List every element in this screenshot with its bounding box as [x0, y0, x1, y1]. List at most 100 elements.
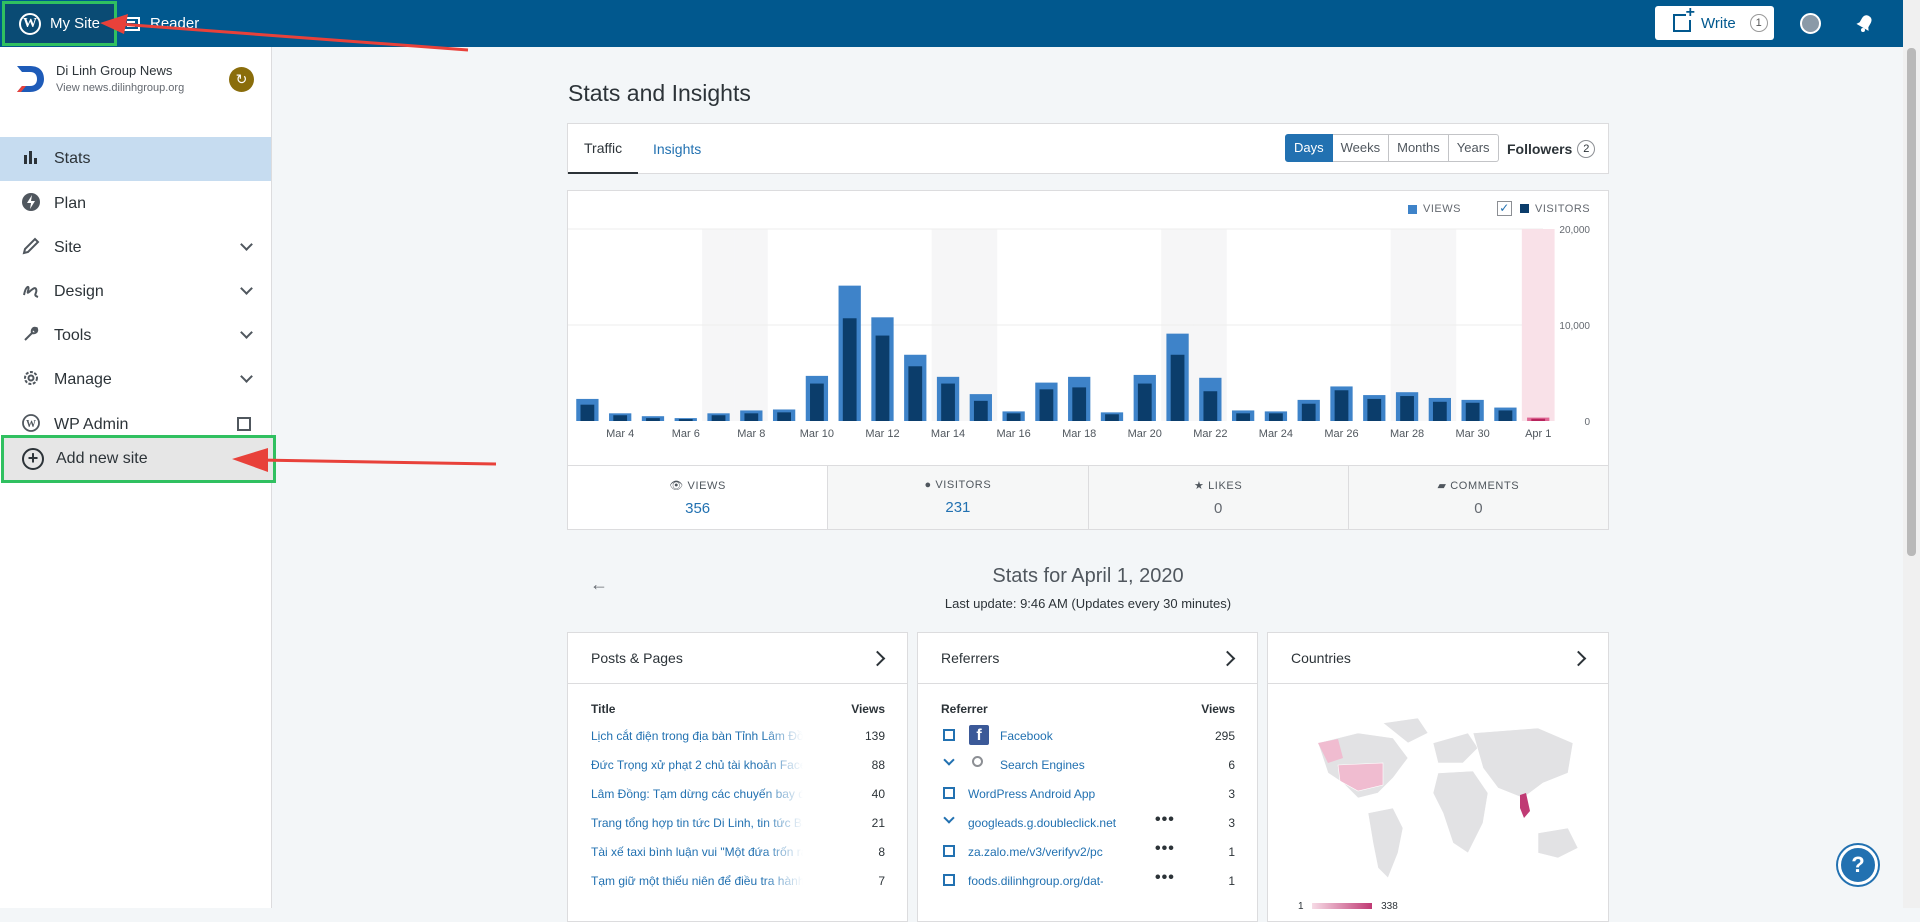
- post-title-link[interactable]: Lâm Đồng: Tạm dừng các chuyến bay đi: [591, 787, 803, 801]
- list-item: Trang tổng hợp tin tức Di Linh, tin tức …: [568, 809, 907, 838]
- eye-icon: 👁: [669, 480, 684, 492]
- referrer-link[interactable]: WordPress Android App: [968, 787, 1096, 801]
- visitors-bar: [1236, 413, 1251, 421]
- post-title-link[interactable]: Trang tổng hợp tin tức Di Linh, tin tức …: [591, 816, 803, 830]
- post-title-link[interactable]: Lịch cắt điện trong địa bàn Tỉnh Lâm Đồn…: [591, 729, 803, 743]
- sidebar-item-site[interactable]: Site: [0, 226, 271, 270]
- chevron-down-icon[interactable]: [943, 812, 957, 830]
- visitors-bar: [1203, 391, 1218, 421]
- add-new-site-button[interactable]: + Add new site: [1, 435, 276, 483]
- posts-pages-header[interactable]: Posts & Pages: [568, 633, 907, 684]
- wordpress-icon: W: [20, 413, 42, 437]
- visitors-tile-label: VISITORS: [935, 479, 992, 491]
- write-button[interactable]: Write 1: [1655, 6, 1774, 40]
- legend-visitors: ✓ VISITORS: [1497, 201, 1590, 216]
- visitors-bar: [1465, 402, 1480, 421]
- visitors-tile-value: 231: [945, 499, 971, 516]
- sidebar-item-tools[interactable]: Tools: [0, 314, 271, 358]
- likes-tile[interactable]: ★ LIKES 0: [1087, 466, 1348, 529]
- scrollbar[interactable]: [1903, 0, 1920, 908]
- visitors-bar: [941, 383, 955, 421]
- visitors-tile[interactable]: ● VISITORS 231: [827, 466, 1088, 529]
- post-title-link[interactable]: Đức Trọng xử phạt 2 chủ tài khoản Facebo…: [591, 758, 803, 772]
- last-update-text: Last update: 9:46 AM (Updates every 30 m…: [944, 596, 1232, 611]
- y-tick-label: 10,000: [1559, 321, 1590, 332]
- sidebar-item-label: Manage: [54, 371, 112, 388]
- chevron-down-icon: [240, 238, 253, 251]
- external-link-icon[interactable]: [943, 729, 957, 743]
- list-item: Đức Trọng xử phạt 2 chủ tài khoản Facebo…: [568, 751, 907, 780]
- more-icon[interactable]: •••: [1155, 840, 1175, 857]
- visitors-bar: [1072, 387, 1087, 421]
- referrer-link[interactable]: foods.dilinhgroup.org/dat-hang: [968, 874, 1103, 888]
- countries-module: Countries 1 338: [1267, 632, 1609, 922]
- visitors-bar: [842, 318, 857, 421]
- external-link-icon[interactable]: [943, 845, 957, 859]
- x-tick-label: Mar 30: [1456, 428, 1490, 440]
- list-item: foods.dilinhgroup.org/dat-hang ••• 1: [918, 867, 1257, 896]
- period-weeks[interactable]: Weeks: [1332, 134, 1390, 162]
- x-tick-label: Mar 6: [672, 428, 700, 440]
- visitors-bar: [678, 419, 693, 421]
- referrer-link[interactable]: googleads.g.doubleclick.net: [968, 816, 1117, 830]
- x-tick-label: Mar 18: [1062, 428, 1096, 440]
- tab-insights[interactable]: Insights: [653, 141, 702, 157]
- module-title: Countries: [1291, 650, 1351, 666]
- back-arrow-icon[interactable]: ←: [590, 574, 608, 594]
- external-link-icon[interactable]: [943, 787, 957, 801]
- list-item: Search Engines 6: [918, 751, 1257, 780]
- comments-tile-label: COMMENTS: [1450, 480, 1520, 492]
- y-tick-label: 20,000: [1559, 225, 1590, 236]
- referrers-header[interactable]: Referrers: [918, 633, 1257, 684]
- sidebar-item-manage[interactable]: Manage: [0, 358, 271, 402]
- sidebar-item-plan[interactable]: Plan: [0, 182, 271, 226]
- more-icon[interactable]: •••: [1155, 811, 1175, 828]
- notifications-icon[interactable]: [1854, 12, 1876, 34]
- module-title: Posts & Pages: [591, 650, 683, 666]
- my-site-button[interactable]: W My Site: [2, 1, 118, 46]
- post-views: 40: [871, 787, 885, 801]
- avatar-icon[interactable]: [1800, 13, 1821, 34]
- x-tick-label: Mar 22: [1193, 428, 1227, 440]
- world-map[interactable]: [1298, 703, 1588, 893]
- traffic-bar-chart[interactable]: Mar 4 Mar 6 Mar 8 Mar 10 Mar 12 Mar 14 Mar 16 M…: [568, 221, 1608, 461]
- x-tick-label: Apr 1: [1525, 428, 1551, 440]
- site-url[interactable]: View news.dilinhgroup.org: [56, 82, 185, 94]
- sidebar-item-label: Design: [54, 283, 104, 300]
- referrer-link[interactable]: Search Engines: [1000, 758, 1085, 772]
- referrer-link[interactable]: Facebook: [1000, 729, 1053, 743]
- comments-tile[interactable]: ▰ COMMENTS 0: [1347, 466, 1608, 529]
- sidebar-item-design[interactable]: Design: [0, 270, 271, 314]
- tab-traffic[interactable]: Traffic: [568, 124, 638, 174]
- site-card[interactable]: Di Linh Group News View news.dilinhgroup…: [0, 47, 271, 111]
- x-tick-label: Mar 10: [800, 428, 834, 440]
- visitors-bar: [875, 335, 890, 421]
- sidebar-item-stats[interactable]: Stats: [0, 137, 271, 181]
- period-months[interactable]: Months: [1389, 134, 1449, 162]
- external-link-icon[interactable]: [943, 874, 957, 888]
- legend-visitors-label: VISITORS: [1535, 202, 1591, 215]
- visitors-checkbox[interactable]: ✓: [1497, 201, 1512, 216]
- visitors-bar: [1334, 390, 1349, 421]
- referrer-link[interactable]: za.zalo.me/v3/verifyv2/pc?token: [968, 845, 1103, 859]
- scrollbar-thumb[interactable]: [1907, 48, 1916, 556]
- sidebar-item-wp-admin[interactable]: W WP Admin: [0, 403, 271, 447]
- post-title-link[interactable]: Tạm giữ một thiếu niên để điều tra hành …: [591, 874, 803, 888]
- x-tick-label: Mar 14: [931, 428, 965, 440]
- sync-icon[interactable]: ↻: [229, 67, 254, 92]
- help-button[interactable]: ?: [1838, 845, 1878, 885]
- visitors-bar: [1531, 418, 1546, 421]
- views-tile[interactable]: 👁 VIEWS 356: [568, 466, 828, 529]
- chevron-down-icon[interactable]: [943, 754, 957, 772]
- followers-link[interactable]: Followers 2: [1507, 140, 1596, 158]
- post-views: 8: [878, 845, 885, 859]
- visitors-bar: [1137, 383, 1152, 421]
- period-days[interactable]: Days: [1285, 134, 1333, 162]
- more-icon[interactable]: •••: [1155, 869, 1175, 886]
- list-item: za.zalo.me/v3/verifyv2/pc?token ••• 1: [918, 838, 1257, 867]
- countries-header[interactable]: Countries: [1268, 633, 1608, 684]
- my-site-label: My Site: [50, 15, 101, 32]
- period-years[interactable]: Years: [1448, 134, 1499, 162]
- post-title-link[interactable]: Tài xế taxi bình luận vui "Một đứa trốn …: [591, 845, 803, 859]
- visitors-bar: [744, 413, 759, 421]
